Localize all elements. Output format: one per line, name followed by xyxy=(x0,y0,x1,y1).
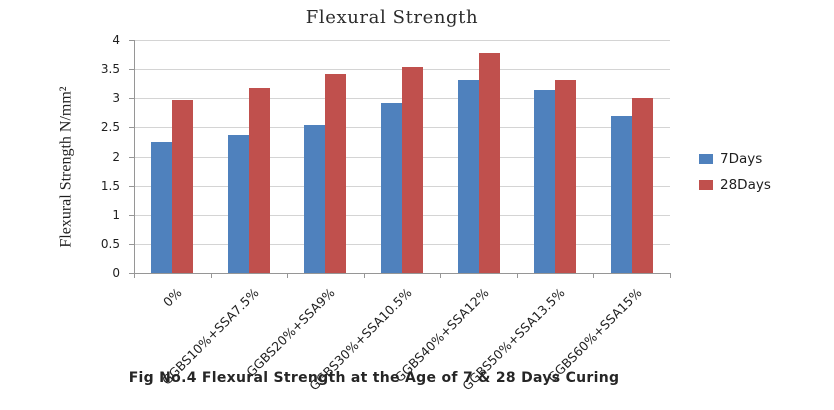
y-tick-label: 1 xyxy=(112,207,120,222)
x-tick xyxy=(517,273,518,278)
y-tick xyxy=(129,185,134,187)
y-tick-label: 2 xyxy=(112,149,120,164)
legend-swatch-7days-icon xyxy=(699,154,713,164)
x-tick xyxy=(670,273,671,278)
bar-7days-3 xyxy=(381,103,402,273)
y-tick-label: 1.5 xyxy=(100,178,120,193)
x-tick xyxy=(440,273,441,278)
chart-title: Flexural Strength xyxy=(305,7,479,28)
y-tick-label: 3 xyxy=(112,91,120,106)
y-tick xyxy=(129,98,134,100)
x-tick xyxy=(287,273,288,278)
bar-7days-1 xyxy=(227,134,249,273)
x-tick xyxy=(364,273,365,278)
y-tick xyxy=(129,40,134,41)
legend-item-28days: 28Days xyxy=(699,177,771,193)
bar-28days-4 xyxy=(478,53,500,273)
x-tick xyxy=(593,273,594,278)
y-tick xyxy=(129,69,134,71)
bar-7days-4 xyxy=(457,79,479,273)
y-tick-label: 4 xyxy=(112,33,120,47)
bar-7days-2 xyxy=(304,125,326,273)
bar-7days-6 xyxy=(610,116,632,273)
y-tick xyxy=(129,214,134,216)
bar-28days-6 xyxy=(631,97,653,273)
bar-28days-1 xyxy=(248,88,270,273)
bar-28days-3 xyxy=(402,66,423,273)
y-axis-line xyxy=(134,40,135,273)
legend-item-7days: 7Days xyxy=(699,151,771,167)
bar-28days-2 xyxy=(325,74,347,273)
y-tick xyxy=(129,127,134,129)
legend: 7Days 28Days xyxy=(699,151,771,203)
y-tick xyxy=(129,243,134,245)
bar-7days-5 xyxy=(534,89,556,273)
legend-label-28days: 28Days xyxy=(720,177,771,193)
y-tick-label: 2.5 xyxy=(100,120,120,135)
bar-28days-5 xyxy=(555,79,577,273)
legend-label-7days: 7Days xyxy=(720,151,763,167)
x-tick-label: GGBS60%+SSA15% xyxy=(544,285,645,385)
y-tick-label: 0.5 xyxy=(100,236,120,251)
bar-7days-0 xyxy=(151,141,173,273)
x-axis-line xyxy=(129,273,670,274)
x-tick xyxy=(134,273,135,278)
y-tick-label: 0 xyxy=(112,266,120,280)
bar-28days-0 xyxy=(172,99,194,273)
gridline xyxy=(134,40,670,41)
x-tick xyxy=(211,273,212,278)
y-tick-label: 3.5 xyxy=(100,62,120,77)
legend-swatch-28days-icon xyxy=(699,180,713,190)
y-tick xyxy=(129,156,134,158)
figure-caption: Fig No.4 Flexural Strength at the Age of… xyxy=(128,370,620,386)
